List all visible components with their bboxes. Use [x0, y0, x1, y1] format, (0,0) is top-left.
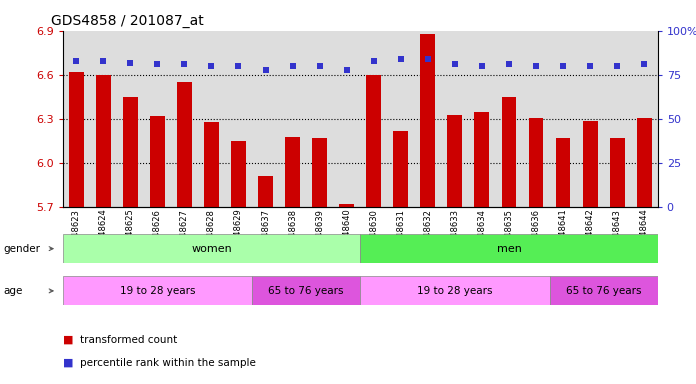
- Bar: [96, 75, 111, 207]
- Point: [395, 56, 406, 62]
- Bar: [528, 118, 544, 207]
- Bar: [583, 121, 598, 207]
- Bar: [393, 131, 408, 207]
- Text: 65 to 76 years: 65 to 76 years: [566, 286, 642, 296]
- Bar: [610, 138, 624, 207]
- Text: women: women: [191, 243, 232, 254]
- Point: [179, 61, 190, 67]
- Point: [206, 63, 217, 69]
- Point: [476, 63, 487, 69]
- Bar: [502, 97, 516, 207]
- Bar: [313, 138, 327, 207]
- Text: transformed count: transformed count: [80, 335, 177, 345]
- Text: ■: ■: [63, 358, 73, 368]
- Bar: [231, 141, 246, 207]
- Bar: [252, 276, 361, 305]
- Point: [233, 63, 244, 69]
- Bar: [258, 177, 273, 207]
- Bar: [448, 115, 462, 207]
- Point: [125, 60, 136, 66]
- Point: [585, 63, 596, 69]
- Text: 65 to 76 years: 65 to 76 years: [269, 286, 344, 296]
- Bar: [361, 234, 658, 263]
- Point: [260, 66, 271, 73]
- Bar: [550, 276, 658, 305]
- Point: [450, 61, 461, 67]
- Point: [341, 66, 352, 73]
- Bar: [150, 116, 165, 207]
- Bar: [475, 112, 489, 207]
- Bar: [177, 82, 192, 207]
- Text: gender: gender: [3, 243, 40, 254]
- Bar: [555, 138, 571, 207]
- Bar: [420, 34, 435, 207]
- Point: [639, 61, 650, 67]
- Bar: [204, 122, 219, 207]
- Point: [97, 58, 109, 64]
- Point: [70, 58, 81, 64]
- Text: age: age: [3, 286, 23, 296]
- Bar: [69, 72, 84, 207]
- Text: GDS4858 / 201087_at: GDS4858 / 201087_at: [51, 14, 203, 28]
- Text: ■: ■: [63, 335, 73, 345]
- Point: [152, 61, 163, 67]
- Point: [422, 56, 434, 62]
- Bar: [361, 276, 550, 305]
- Point: [557, 63, 569, 69]
- Bar: [63, 276, 252, 305]
- Point: [368, 58, 379, 64]
- Bar: [63, 234, 361, 263]
- Bar: [637, 118, 651, 207]
- Point: [287, 63, 298, 69]
- Text: 19 to 28 years: 19 to 28 years: [120, 286, 195, 296]
- Bar: [285, 137, 300, 207]
- Point: [612, 63, 623, 69]
- Bar: [339, 204, 354, 207]
- Text: percentile rank within the sample: percentile rank within the sample: [80, 358, 256, 368]
- Bar: [366, 75, 381, 207]
- Text: men: men: [496, 243, 521, 254]
- Bar: [122, 97, 138, 207]
- Point: [314, 63, 325, 69]
- Text: 19 to 28 years: 19 to 28 years: [417, 286, 493, 296]
- Point: [530, 63, 541, 69]
- Point: [503, 61, 514, 67]
